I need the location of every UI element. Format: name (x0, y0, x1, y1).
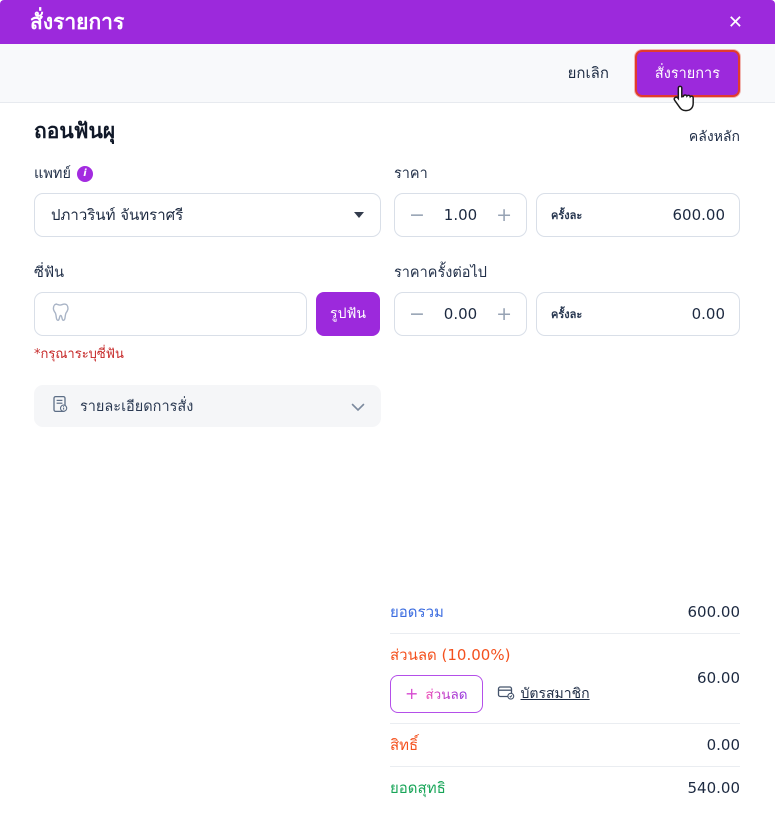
tooth-chart-button[interactable]: รูปฟัน (316, 292, 380, 336)
next-unit-price-value: 0.00 (691, 305, 725, 323)
minus-icon[interactable]: − (409, 302, 425, 325)
summary-discount-row: ส่วนลด (10.00%) + ส่วนลด (390, 633, 740, 723)
form-grid: แพทย์ i ปภาวรินท์ จันทราศรี ซี่ฟัน (34, 162, 740, 427)
add-discount-label: ส่วนลด (425, 683, 467, 705)
doctor-select[interactable]: ปภาวรินท์ จันทราศรี (34, 193, 381, 237)
tooth-icon (49, 301, 71, 327)
plus-icon[interactable]: + (496, 302, 512, 325)
info-icon: i (76, 165, 93, 182)
doctor-select-value: ปภาวรินท์ จันทราศรี (51, 206, 184, 224)
summary-privilege-row: สิทธิ์ 0.00 (390, 723, 740, 766)
chevron-down-icon (351, 397, 365, 416)
item-name: ถอนฟันผุ (34, 119, 116, 143)
unit-price-value: 600.00 (672, 206, 726, 224)
member-card-icon (497, 684, 515, 704)
unit-price-field[interactable]: ครั้งละ 600.00 (536, 193, 740, 237)
member-card-label: บัตรสมาชิก (520, 686, 590, 702)
discount-label: ส่วนลด (10.00%) (390, 646, 511, 664)
privilege-label: สิทธิ์ (390, 736, 419, 754)
modal-header: สั่งรายการ ✕ (0, 0, 775, 44)
summary-net-row: ยอดสุทธิ 540.00 (390, 766, 740, 809)
next-unit-price-label: ครั้งละ (551, 308, 583, 321)
cancel-button[interactable]: ยกเลิก (568, 61, 609, 85)
tooth-row: รูปฟัน (34, 292, 381, 336)
modal-title: สั่งรายการ (30, 9, 125, 34)
order-details-label: รายละเอียดการสั่ง (80, 398, 194, 415)
form-right-column: ราคา − 1.00 + ครั้งละ 600.00 ราคาครั้งต่… (394, 162, 740, 427)
doctor-label: แพทย์ (34, 166, 71, 182)
next-quantity-value: 0.00 (443, 305, 478, 323)
net-total-value: 540.00 (687, 779, 741, 797)
next-price-row: − 0.00 + ครั้งละ 0.00 (394, 292, 740, 336)
order-details-icon (50, 394, 70, 418)
tooth-input[interactable] (34, 292, 307, 336)
quantity-stepper[interactable]: − 1.00 + (394, 193, 527, 237)
form-left-column: แพทย์ i ปภาวรินท์ จันทราศรี ซี่ฟัน (34, 162, 381, 427)
submit-order-button[interactable]: สั่งรายการ (634, 49, 740, 97)
order-form-content: ถอนฟันผุ คลังหลัก แพทย์ i ปภาวรินท์ จันท… (0, 103, 775, 823)
total-value: 600.00 (687, 603, 741, 621)
discount-value: 60.00 (697, 669, 740, 687)
unit-price-label: ครั้งละ (551, 209, 583, 222)
next-unit-price-field[interactable]: ครั้งละ 0.00 (536, 292, 740, 336)
member-card-link[interactable]: บัตรสมาชิก (497, 683, 590, 705)
summary-total-row: ยอดรวม 600.00 (390, 591, 740, 633)
action-toolbar: ยกเลิก สั่งรายการ (0, 44, 775, 103)
privilege-value: 0.00 (706, 736, 740, 754)
plus-icon: + (405, 684, 419, 703)
minus-icon[interactable]: − (409, 203, 425, 226)
order-details-accordion[interactable]: รายละเอียดการสั่ง (34, 385, 381, 427)
add-discount-button[interactable]: + ส่วนลด (390, 675, 483, 713)
warehouse-label: คลังหลัก (688, 129, 740, 145)
net-total-label: ยอดสุทธิ (390, 779, 446, 797)
next-quantity-stepper[interactable]: − 0.00 + (394, 292, 527, 336)
quantity-value: 1.00 (443, 206, 478, 224)
plus-icon[interactable]: + (496, 203, 512, 226)
price-row: − 1.00 + ครั้งละ 600.00 (394, 193, 740, 237)
next-price-label: ราคาครั้งต่อไป (394, 265, 487, 281)
caret-down-icon (354, 212, 364, 218)
total-label: ยอดรวม (390, 603, 444, 621)
price-label: ราคา (394, 166, 428, 182)
doctor-label-row: แพทย์ i (34, 162, 381, 185)
order-summary: ยอดรวม 600.00 ส่วนลด (10.00%) + ส่วนลด (390, 591, 740, 809)
tooth-error-text: *กรุณาระบุซี่ฟัน (34, 347, 124, 362)
item-header-row: ถอนฟันผุ คลังหลัก (34, 115, 740, 148)
close-icon[interactable]: ✕ (724, 9, 747, 35)
tooth-label: ซี่ฟัน (34, 265, 65, 281)
